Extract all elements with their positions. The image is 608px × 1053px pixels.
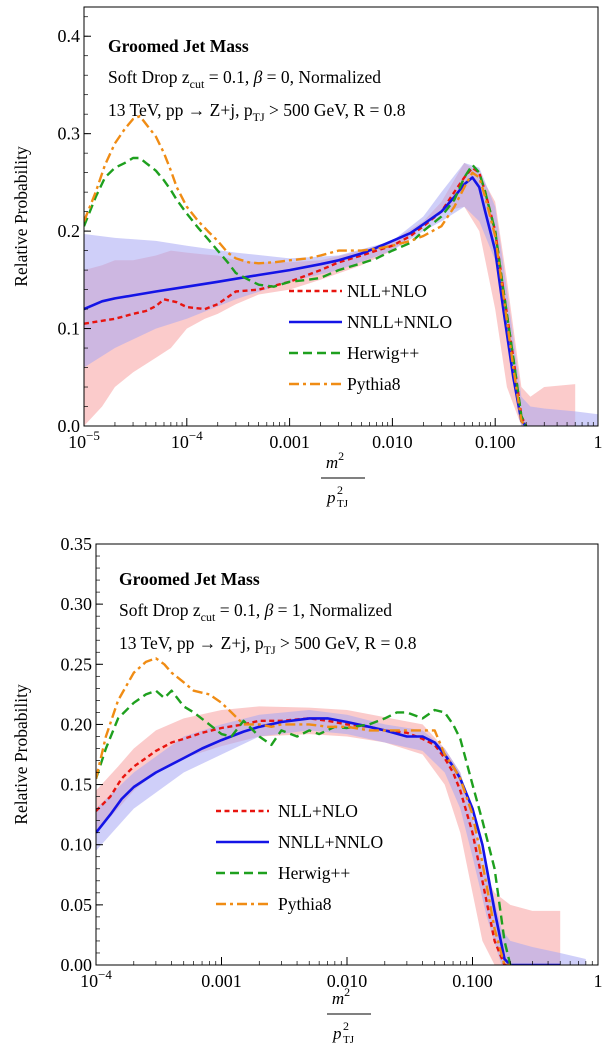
- y-axis-label: Relative Probability: [11, 684, 31, 825]
- series-line-nnllplusnnlo: [96, 717, 561, 965]
- plot-area: [96, 657, 586, 965]
- y-tick-label: 0.35: [61, 534, 93, 554]
- x-tick-label: 10−4: [80, 967, 112, 991]
- y-tick-label: 0.00: [61, 955, 93, 975]
- plot-frame: [83, 6, 599, 427]
- x-tick-label: 10−4: [171, 428, 203, 452]
- band-nnllplusnnlo: [84, 162, 598, 426]
- y-tick-label: 0.15: [61, 775, 93, 795]
- legend-label-pythia8: Pythia8: [347, 374, 401, 394]
- legend-label-nllplusnlo: NLL+NLO: [347, 281, 427, 301]
- x-tick-label: 1: [594, 432, 603, 452]
- x-axis-label-den-sup: 2: [337, 483, 343, 497]
- x-tick-label: 0.010: [327, 971, 368, 991]
- chart-process-label: 13 TeV, pp → Z+j, pTJ > 500 GeV, R = 0.8: [108, 100, 406, 124]
- x-tick-label: 0.001: [269, 432, 310, 452]
- x-tick-label: 0.100: [452, 971, 493, 991]
- x-axis-label-denominator: p: [326, 488, 336, 507]
- x-tick-base: 10: [80, 971, 98, 991]
- x-tick-exponent: −4: [189, 428, 203, 443]
- x-tick-label: 10−5: [68, 428, 100, 452]
- chart-process-label: 13 TeV, pp → Z+j, pTJ > 500 GeV, R = 0.8: [119, 633, 417, 657]
- legend: NLL+NLO NNLL+NNLO Herwig++ Pythia8: [289, 281, 452, 394]
- x-axis-label-den-sup: 2: [343, 1019, 349, 1033]
- chart-subtitle: Soft Drop zcut = 0.1, β = 0, Normalized: [108, 67, 381, 91]
- y-tick-label: 0.20: [61, 714, 93, 734]
- chart-subtitle: Soft Drop zcut = 0.1, β = 1, Normalized: [119, 600, 392, 624]
- series-line-nllplusnlo: [84, 166, 528, 426]
- x-axis-label-denominator: p: [332, 1024, 342, 1043]
- plot-area: [84, 114, 598, 426]
- y-tick-label: 0.3: [58, 124, 81, 144]
- series-line-pythia8: [96, 657, 511, 965]
- legend-label-nnllplusnnlo: NNLL+NNLO: [347, 312, 452, 332]
- x-tick-label: 0.010: [372, 432, 413, 452]
- legend-label-herwigplusplus: Herwig++: [347, 343, 419, 363]
- y-tick-label: 0.0: [58, 416, 81, 436]
- x-tick-exponent: −4: [98, 967, 112, 982]
- y-tick-label: 0.2: [58, 221, 81, 241]
- chart-panel-1: 0.00.10.20.30.410−5 10−4 0.001 0.010 0.100 1R…: [11, 6, 603, 510]
- y-tick-label: 0.25: [61, 654, 93, 674]
- y-tick-label: 0.10: [61, 835, 93, 855]
- y-tick-label: 0.1: [58, 319, 81, 339]
- series-line-pythia8: [84, 114, 527, 426]
- legend-label-herwigplusplus: Herwig++: [278, 863, 350, 883]
- x-tick-label: 0.100: [475, 432, 516, 452]
- series-line-herwigplusplus: [84, 156, 528, 426]
- chart-title: Groomed Jet Mass: [119, 569, 260, 589]
- legend-label-nllplusnlo: NLL+NLO: [278, 801, 358, 821]
- legend-label-pythia8: Pythia8: [278, 894, 332, 914]
- x-axis-label-den-sub: TJ: [337, 498, 349, 510]
- x-tick-label: 1: [594, 971, 603, 991]
- x-axis-label-den-sub: TJ: [343, 1034, 355, 1046]
- x-tick-base: 10: [171, 432, 189, 452]
- x-tick-label: 0.001: [201, 971, 242, 991]
- series-line-herwigplusplus: [96, 689, 512, 965]
- x-axis-label-numerator: m2: [326, 449, 344, 472]
- x-tick-base: 10: [68, 432, 86, 452]
- series-line-nnllplusnnlo: [84, 176, 528, 426]
- y-axis-label: Relative Probability: [11, 146, 31, 287]
- legend-label-nnllplusnnlo: NNLL+NNLO: [278, 832, 383, 852]
- x-tick-exponent: −5: [86, 428, 100, 443]
- legend: NLL+NLO NNLL+NNLO Herwig++ Pythia8: [216, 801, 383, 914]
- y-tick-label: 0.05: [61, 895, 93, 915]
- x-axis-label-numerator: m2: [332, 985, 350, 1008]
- chart-title: Groomed Jet Mass: [108, 36, 249, 56]
- y-tick-label: 0.4: [58, 26, 81, 46]
- chart-panel-2: 0.00 0.05 0.10 0.15 0.20 0.25 0.30 0.35 10−4 0.00…: [11, 534, 603, 1046]
- y-tick-label: 0.30: [61, 594, 93, 614]
